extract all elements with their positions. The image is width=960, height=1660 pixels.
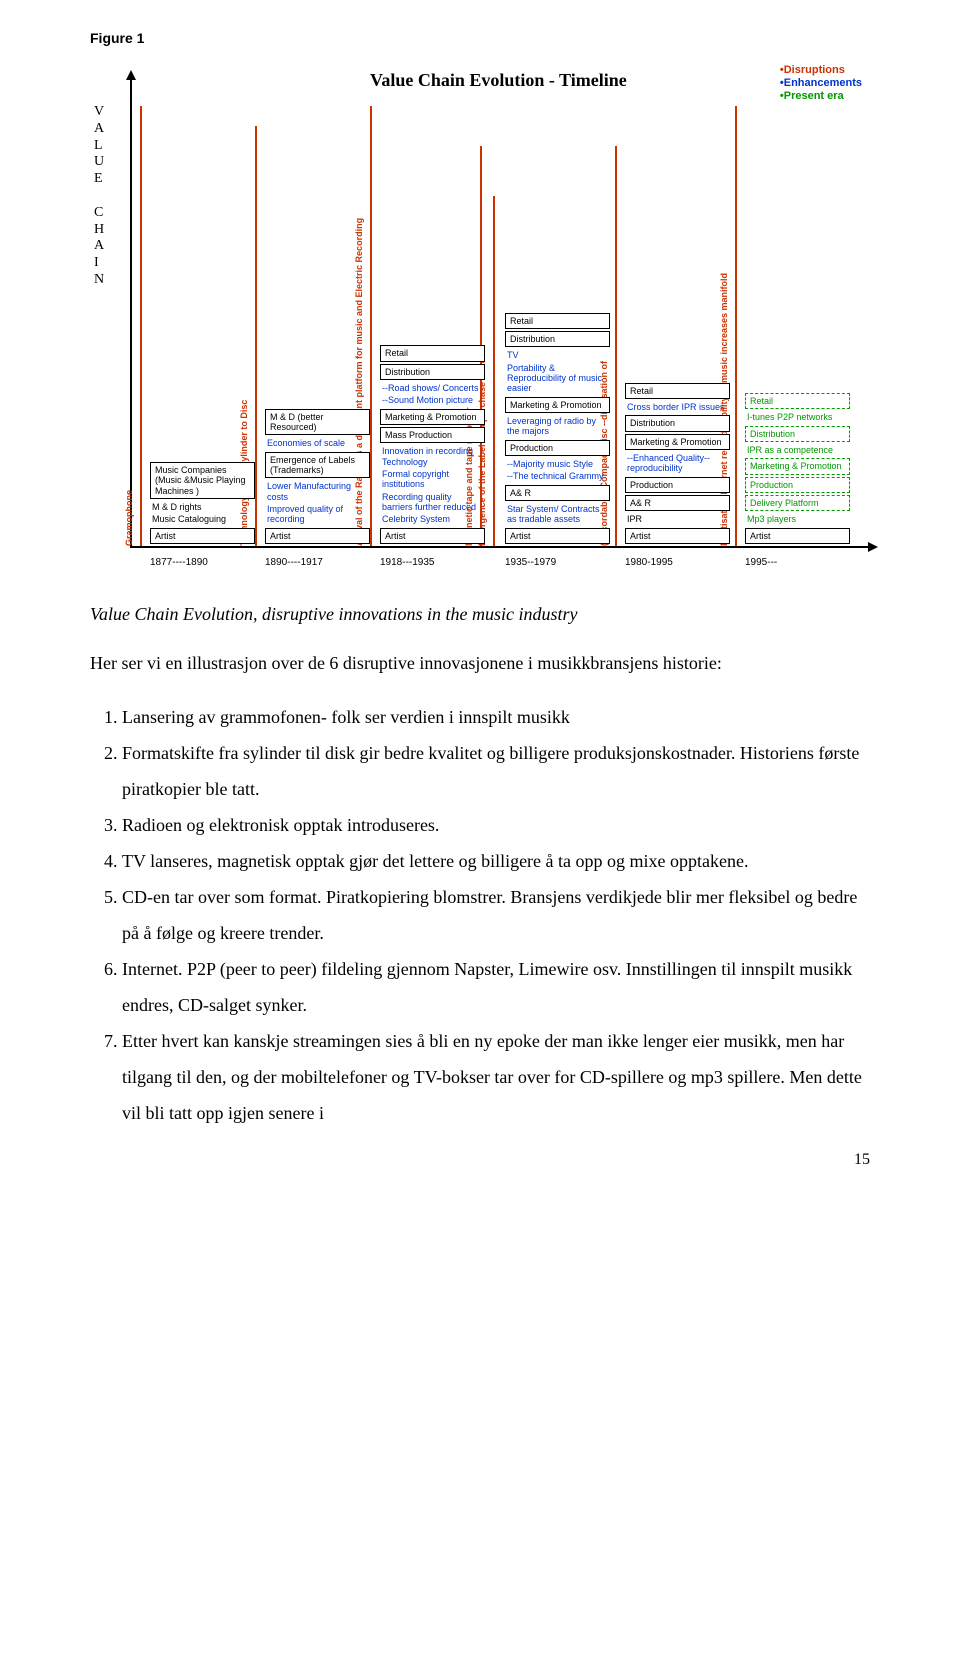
column-item: Celebrity System [380, 513, 485, 525]
column-item: Marketing & Promotion [745, 458, 850, 474]
list-item: TV lanseres, magnetisk opptak gjør det l… [122, 843, 870, 879]
era-label: 1918---1935 [380, 557, 434, 568]
column-item: Marketing & Promotion [625, 434, 730, 450]
disruption-bar: Arrival of the Radio as a dominant platf… [370, 106, 372, 546]
column-item: Distribution [745, 426, 850, 442]
legend: •Disruptions •Enhancements •Present era [780, 64, 862, 104]
column-item: Artist [505, 528, 610, 544]
disruption-bar: Technology Shift: Cylinder to Disc [255, 126, 257, 546]
column-item: I-tunes P2P networks [745, 411, 850, 423]
column-item: IPR as a competence [745, 444, 850, 456]
column-item: Artist [265, 528, 370, 544]
page-number: 15 [90, 1151, 870, 1169]
era-column: Retail Cross border IPR issues Distributio… [625, 146, 730, 546]
column-item: Lower Manufacturing costs [265, 480, 370, 503]
column-item: Retail [745, 393, 850, 409]
column-item: Innovation in recording Technology [380, 445, 485, 468]
y-axis-label: VALUE CHAIN [94, 104, 105, 289]
column-item: Improved quality of recording [265, 503, 370, 526]
legend-disruptions: •Disruptions [780, 64, 862, 77]
era-column: Retail Distribution TVPortability & Reprod… [505, 146, 610, 546]
list-item: Lansering av grammofonen- folk ser verdi… [122, 699, 870, 735]
era-label: 1877----1890 [150, 557, 208, 568]
disruption-bar: (Recordable) Compact Disc --digitisation… [615, 146, 617, 546]
list-item: Internet. P2P (peer to peer) fildeling g… [122, 951, 870, 1023]
era-label: 1935--1979 [505, 557, 556, 568]
column-item: Star System/ Contracts as tradable asset… [505, 503, 610, 526]
column-item: --Sound Motion picture [380, 394, 485, 406]
figure-label: Figure 1 [90, 30, 870, 46]
column-item: --Road shows/ Concerts [380, 382, 485, 394]
column-item: Recording quality barriers further reduc… [380, 491, 485, 514]
column-item: Distribution [380, 364, 485, 380]
x-axis-arrow [130, 546, 870, 548]
column-item: Artist [380, 528, 485, 544]
column-item: Cross border IPR issues [625, 401, 730, 413]
disruption-label: Gramophone [124, 106, 134, 546]
list-item: CD-en tar over som format. Piratkopierin… [122, 879, 870, 951]
column-item: Retail [380, 345, 485, 361]
column-item: Delivery Platform [745, 495, 850, 511]
column-item: Formal copyright institutions [380, 468, 485, 491]
column-item: Marketing & Promotion [505, 397, 610, 413]
era-column: Retail I-tunes P2P networks Distribution IP… [745, 126, 850, 546]
column-item: M & D rights [150, 501, 255, 513]
column-item: M & D (better Resourced) [265, 409, 370, 436]
column-item: Marketing & Promotion [380, 409, 485, 425]
column-item: Retail [505, 313, 610, 329]
column-item: Production [625, 477, 730, 493]
column-item: A& R [625, 495, 730, 511]
era-label: 1890----1917 [265, 557, 323, 568]
column-item: Artist [625, 528, 730, 544]
column-item: Distribution [505, 331, 610, 347]
innovation-list: Lansering av grammofonen- folk ser verdi… [90, 699, 870, 1131]
column-item: Portability & Reproducibility of music e… [505, 362, 610, 395]
column-item: IPR [625, 513, 730, 525]
column-item: TV [505, 349, 610, 361]
intro-paragraph: Her ser vi en illustrasjon over de 6 dis… [90, 645, 870, 681]
era-column: Retail Distribution --Road shows/ Concerts… [380, 166, 485, 546]
column-item: Leveraging of radio by the majors [505, 415, 610, 438]
timeline-diagram: Value Chain Evolution - Timeline •Disrup… [90, 54, 870, 574]
column-item: Artist [150, 528, 255, 544]
list-item: Radioen og elektronisk opptak introduser… [122, 807, 870, 843]
column-item: Emergence of Labels (Trademarks) [265, 452, 370, 479]
list-item: Etter hvert kan kanskje streamingen sies… [122, 1023, 870, 1131]
era-label: 1980-1995 [625, 557, 673, 568]
column-item: --Majority music Style [505, 458, 610, 470]
era-label: 1995--- [745, 557, 777, 568]
disruption-bar: Digitisation Internet reproducibility of… [735, 106, 737, 546]
disruption-bar: Gramophone [140, 106, 142, 546]
column-item: Production [505, 440, 610, 456]
legend-present: •Present era [780, 90, 862, 103]
column-item: --Enhanced Quality-- reproducibility [625, 452, 730, 475]
column-item: Artist [745, 528, 850, 544]
column-item: Production [745, 477, 850, 493]
column-item: Mp3 players [745, 513, 850, 525]
list-item: Formatskifte fra sylinder til disk gir b… [122, 735, 870, 807]
column-item: Music Cataloguing [150, 513, 255, 525]
disruption-bar: Emergence of the Label as a purchase fac… [493, 196, 495, 546]
era-column: M & D (better Resourced)Economies of sca… [265, 246, 370, 546]
legend-enhancements: •Enhancements [780, 77, 862, 90]
diagram-title: Value Chain Evolution - Timeline [370, 70, 627, 91]
era-column: Music Companies (Music &Music Playing Ma… [150, 346, 255, 546]
column-item: Economies of scale [265, 437, 370, 449]
column-item: A& R [505, 485, 610, 501]
column-item: --The technical Grammy [505, 470, 610, 482]
column-item: Retail [625, 383, 730, 399]
column-item: Music Companies (Music &Music Playing Ma… [150, 462, 255, 499]
column-item: Mass Production [380, 427, 485, 443]
column-item: Distribution [625, 415, 730, 431]
figure-caption: Value Chain Evolution, disruptive innova… [90, 604, 870, 625]
